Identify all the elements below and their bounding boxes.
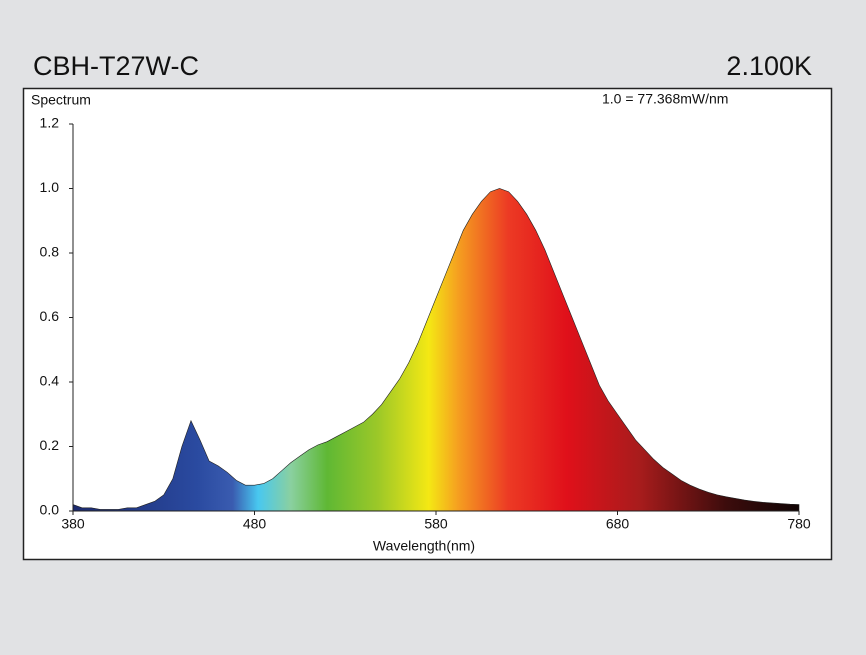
y-tick-label: 0.0 xyxy=(40,502,60,518)
panel-label: Spectrum xyxy=(31,92,91,108)
x-tick-label: 680 xyxy=(606,516,630,532)
spectrum-area xyxy=(72,188,800,512)
y-tick-label: 0.4 xyxy=(40,373,60,389)
chart-subtitle: 2.100K xyxy=(726,51,812,81)
annotation: 1.0 = 77.368mW/nm xyxy=(602,91,728,107)
x-tick-label: 480 xyxy=(243,516,267,532)
chart-title: CBH-T27W-C xyxy=(33,51,199,81)
x-tick-label: 380 xyxy=(61,516,85,532)
y-tick-label: 0.6 xyxy=(40,308,60,324)
x-tick-label: 780 xyxy=(787,516,811,532)
y-tick-label: 1.0 xyxy=(40,179,60,195)
y-tick-label: 0.8 xyxy=(40,244,60,260)
x-tick-label: 580 xyxy=(424,516,448,532)
x-axis-label: Wavelength(nm) xyxy=(373,538,475,554)
y-tick-label: 0.2 xyxy=(40,437,60,453)
y-tick-label: 1.2 xyxy=(40,115,60,131)
